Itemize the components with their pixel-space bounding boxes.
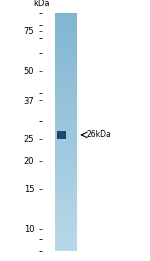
Text: kDa: kDa bbox=[33, 0, 50, 8]
Text: 26kDa: 26kDa bbox=[86, 130, 111, 139]
